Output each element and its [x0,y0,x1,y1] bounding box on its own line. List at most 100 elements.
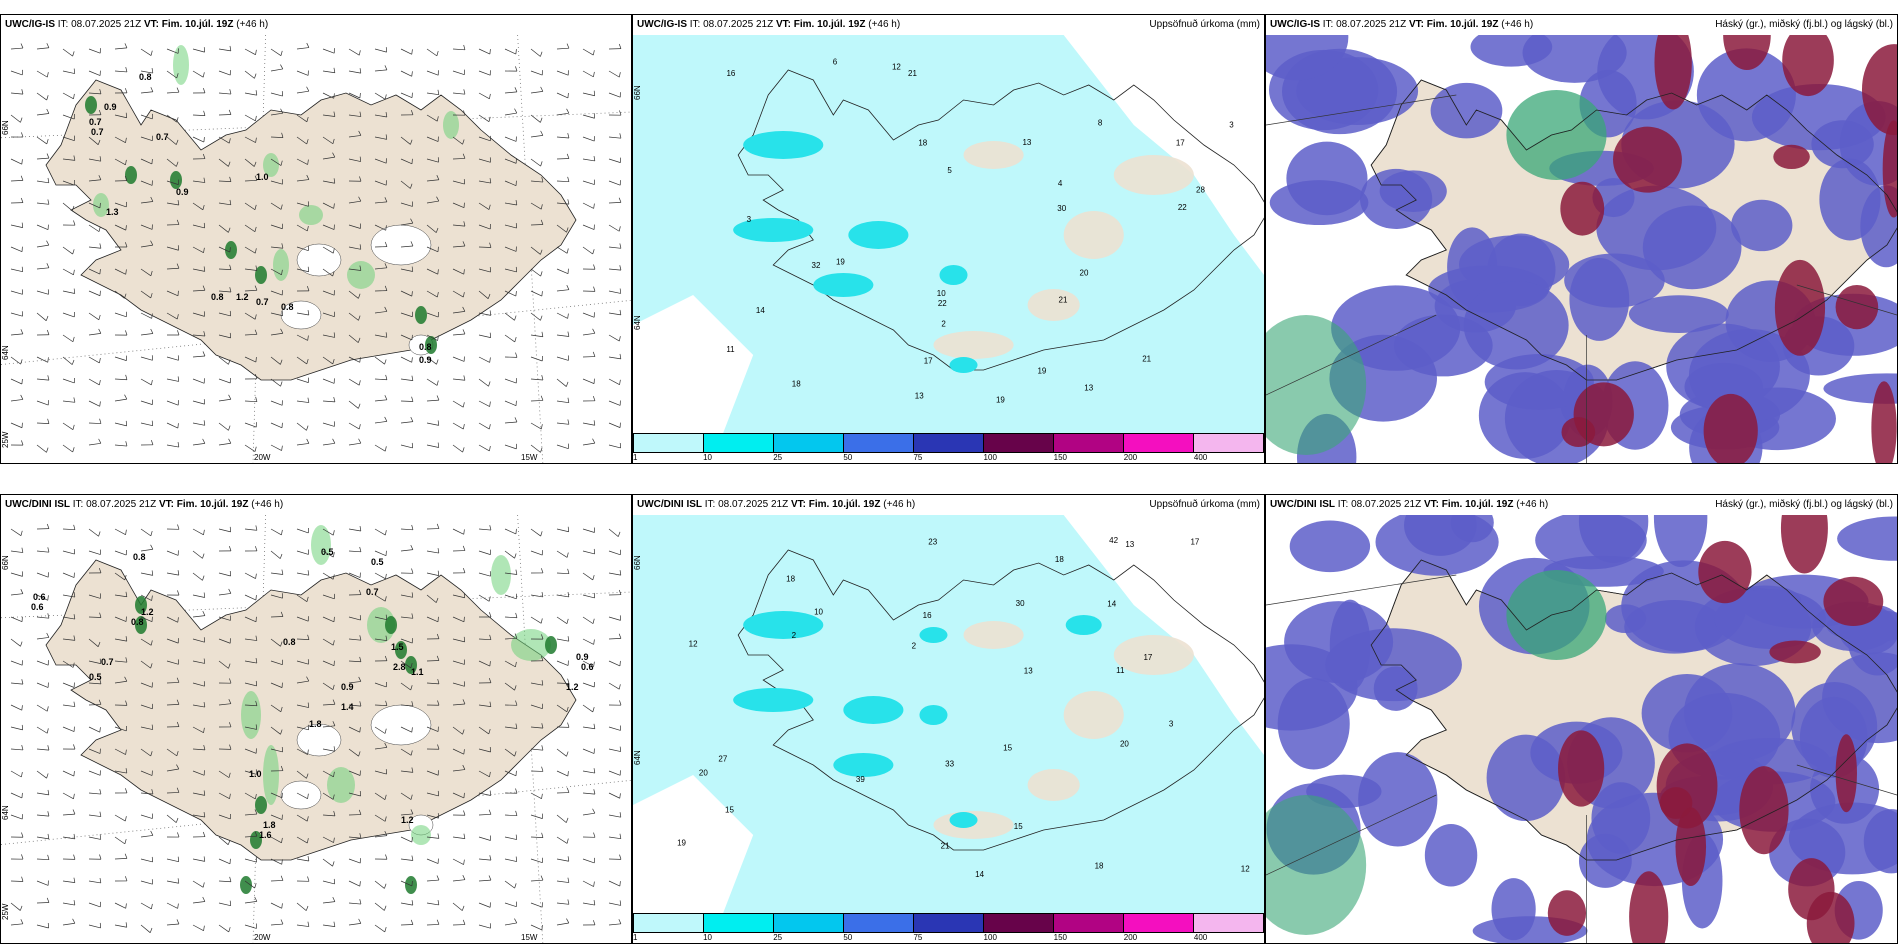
rain-core [250,831,262,849]
low-cloud [1424,823,1478,887]
precip-value: 8 [1098,119,1103,128]
wind-precip-value: 0.7 [89,117,102,127]
wind-precip-value: 2.8 [393,662,406,672]
low-cloud [1450,515,1494,543]
rain-core [170,171,182,189]
precip-value: 15 [1014,822,1023,831]
wind-precip-value: 0.5 [371,557,384,567]
colorbar-tick-label: 200 [1123,933,1138,942]
precip-colorbar: 1 10 25 50 75 100 150 200 400 [633,913,1264,943]
precip-value: 16 [923,611,932,620]
precip-value: 3 [1229,121,1234,130]
precip-patch [743,611,824,639]
graticule [1266,574,1897,943]
high-cloud [1629,871,1669,943]
colorbar-labels: 1 10 25 50 75 100 150 200 400 [633,933,1264,943]
glacier [296,723,342,757]
colorbar-swatch [914,914,984,932]
precip-title: Uppsöfnuð úrkoma (mm) [1149,19,1260,30]
wind-precip-value: 0.9 [576,652,589,662]
colorbar-tick-label: 150 [1053,453,1068,462]
wind-precip-value: 0.7 [156,132,169,142]
high-cloud [1703,393,1758,463]
precip-patch [733,688,814,712]
lat-label-66n: 66N [1,555,10,570]
lat-label-64n: 64N [1,345,10,360]
precip-value: 18 [918,139,927,148]
precip-value: 16 [726,69,735,78]
rain-patch [367,607,395,643]
rain-core [425,336,437,354]
precip-value: 13 [1024,667,1033,676]
wind-precip-value: 1.0 [249,769,262,779]
iceland-precip-map: 2 3 15 16 27 12 23 11 14 13 18 17 20 14 21 42 18 15 20 33 30… [633,515,1264,913]
low-cloud [1379,170,1447,212]
wind-precip-value: 1.2 [141,607,154,617]
precip-patch [939,265,968,285]
wind-precip-value: 1.0 [256,172,269,182]
precip-value: 21 [908,69,917,78]
iceland-land [45,559,577,861]
lon-label-15w: 15W [521,933,538,942]
colorbar-tick-label: 1 [633,453,638,462]
precip-value: 4 [1058,179,1063,188]
precip-value: 18 [786,575,795,584]
precip-value: 3 [1169,719,1174,728]
precip-value: 11 [726,345,735,354]
high-cloud [1861,44,1897,136]
precip-value: 2 [792,631,797,640]
precip-patch [1065,615,1102,635]
wind-precip-value: 0.6 [581,662,594,672]
rain-patch [299,205,323,225]
low-cloud [1596,185,1717,271]
wind-precip-value: 1.8 [263,820,276,830]
cloud-panel-dini: UWC/DINI ISL IT: 08.07.2025 21Z VT: Fim.… [1265,494,1898,944]
precip-value: 14 [1107,600,1116,609]
low-cloud [1731,199,1793,252]
wind-precip-value: 0.7 [101,657,114,667]
high-cloud [1835,734,1857,813]
lon-label-20w: 20W [254,453,271,462]
rain-core [395,641,407,659]
precip-value: 15 [725,805,734,814]
lon-label-15w: 15W [521,453,538,462]
precip-value: 10 [814,607,823,616]
colorbar-swatch [844,914,914,932]
low-cloud [1373,666,1418,711]
precip-value: 18 [1095,861,1104,870]
colorbar-swatch [1054,434,1124,452]
colorbar-swatch [704,914,774,932]
precip-value: 17 [1143,653,1152,662]
rain-patch [173,45,189,85]
precip-value: 13 [915,392,924,401]
colorbar-swatch [774,434,844,452]
colorbar-swatch [634,914,704,932]
low-cloud [1799,696,1868,778]
iceland-cloud-map [1266,35,1897,463]
land-patch [933,331,1014,359]
wind-precip-value: 0.8 [139,72,152,82]
high-cloud [1698,540,1752,604]
precip-value: 18 [1055,555,1064,564]
rain-core [225,241,237,259]
rain-core [135,596,147,614]
wind-precip-panel-ig: UWC/IG-IS IT: 08.07.2025 21Z VT: Fim. 10… [0,14,632,464]
rain-core [255,266,267,284]
land-patch [1113,155,1194,195]
rain-core [415,306,427,324]
lon-label-25w: 25W [1,431,10,448]
high-cloud [1835,284,1879,330]
colorbar-tick-label: 25 [773,453,783,462]
colorbar-swatch [984,914,1054,932]
colorbar-tick-label: 400 [1193,933,1208,942]
rain-patch [511,629,551,661]
low-cloud [1289,520,1371,573]
wind-precip-value: 0.5 [321,547,334,557]
precip-value: 17 [924,357,933,366]
low-cloud [1463,281,1569,370]
precip-value: 14 [975,870,984,879]
high-cloud [1558,730,1605,807]
wind-precip-value: 1.6 [259,830,272,840]
high-cloud [1780,515,1828,574]
precip-patch [949,357,978,373]
